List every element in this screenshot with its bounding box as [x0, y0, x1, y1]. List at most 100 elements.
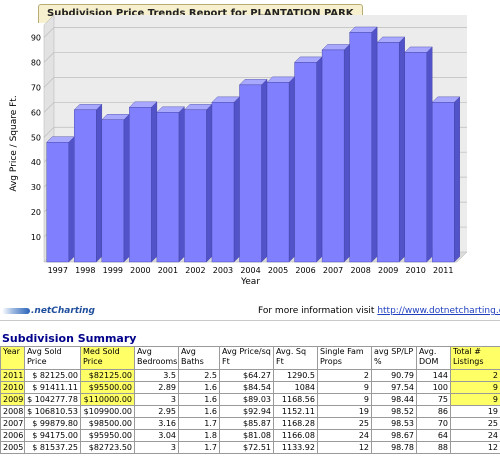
gridline-depth [43, 27, 55, 38]
bar-side [178, 106, 185, 263]
x-tick-label: 2001 [158, 266, 178, 275]
table-cell: 144 [416, 369, 451, 382]
y-tick-label: 20 [31, 208, 41, 217]
table-cell: 1290.5 [273, 369, 318, 382]
bar [321, 49, 345, 263]
table-cell: 24 [450, 429, 500, 442]
table-cell: 1084 [273, 381, 318, 394]
column-header: avg SP/LP % [371, 346, 417, 370]
table-cell: 3.16 [134, 417, 179, 430]
x-tick-label: 2005 [268, 266, 288, 275]
table-cell: 90.79 [371, 369, 417, 382]
gridline-depth [43, 127, 55, 138]
dotnetcharting-logo[interactable]: .netCharting [2, 302, 95, 320]
table-cell: $81.08 [219, 429, 274, 442]
table-cell: $72.51 [219, 441, 274, 454]
table-cell: 1168.56 [273, 393, 318, 406]
column-header: Single Fam Props [317, 346, 372, 370]
table-cell: $110000.00 [80, 393, 135, 406]
bar [432, 102, 455, 263]
gridline-depth [43, 52, 55, 63]
bar-side [426, 46, 433, 263]
table-cell: 2.95 [134, 405, 179, 418]
y-tick-label: 30 [31, 183, 41, 192]
bar-side [371, 26, 378, 263]
table-cell: 88 [416, 441, 451, 454]
table-cell: 98.67 [371, 429, 417, 442]
table-cell: 12 [317, 441, 372, 454]
table-cell: 25 [317, 417, 372, 430]
y-tick-label: 70 [31, 83, 41, 92]
table-cell: $ 82125.00 [24, 369, 81, 382]
table-cell: 2008 [0, 405, 25, 418]
table-cell: $89.03 [219, 393, 274, 406]
logo-swoosh-icon [2, 308, 30, 314]
table-cell: 3.5 [134, 369, 179, 382]
table-cell: 2.5 [178, 369, 220, 382]
bar [101, 119, 125, 263]
table-cell: 2005 [0, 441, 25, 454]
y-tick-label: 50 [31, 133, 41, 142]
column-header: Avg Baths [178, 346, 220, 370]
bar-side [288, 76, 295, 263]
table-cell: 98.53 [371, 417, 417, 430]
table-cell: $95950.00 [80, 429, 135, 442]
x-tick-label: 1998 [75, 266, 95, 275]
table-cell: $ 104277.78 [24, 393, 81, 406]
more-info-link[interactable]: http://www.dotnetcharting.com [377, 306, 500, 316]
table-cell: 98.44 [371, 393, 417, 406]
bar [74, 109, 97, 263]
table-cell: 2006 [0, 429, 25, 442]
bar-side [343, 43, 350, 263]
table-cell: 1152.11 [273, 405, 318, 418]
gridline-depth [43, 77, 55, 88]
x-tick-label: 2008 [350, 266, 370, 275]
x-tick-label: 2004 [240, 266, 260, 275]
x-tick-label: 2010 [406, 266, 426, 275]
table-cell: 2010 [0, 381, 25, 394]
table-cell: 19 [450, 405, 500, 418]
more-info-label: For more information visit [258, 306, 375, 316]
table-cell: 9 [317, 393, 372, 406]
table-cell: 3 [134, 393, 179, 406]
table-cell: 24 [317, 429, 372, 442]
table-cell: 97.54 [371, 381, 417, 394]
table-cell: 100 [416, 381, 451, 394]
table-cell: 9 [450, 381, 500, 394]
table-header-row: Year Avg Sold Price Med Sold Price Avg Bedr… [0, 346, 500, 370]
more-info: For more information visit http://www.do… [258, 302, 500, 320]
bar-side [151, 101, 158, 263]
table-cell: $95500.00 [80, 381, 135, 394]
bar-side [96, 103, 103, 263]
y-tick-label: 40 [31, 158, 41, 167]
bar [349, 32, 372, 263]
table-cell: $98500.00 [80, 417, 135, 430]
column-header: Med Sold Price [80, 346, 135, 370]
table-row: 2007 $ 99879.80 $98500.00 3.16 1.7 $85.87 1168… [0, 417, 500, 430]
y-tick-label: 80 [31, 58, 41, 67]
table-row: 2008 $ 106810.53 $109900.00 2.95 1.6 $92.94 11… [0, 405, 500, 418]
bar-side [233, 96, 240, 263]
table-cell: 3 [134, 441, 179, 454]
x-tick-label: 2007 [323, 266, 343, 275]
bar [46, 142, 69, 263]
column-header: Avg. DOM [416, 346, 451, 370]
column-header: Year [0, 346, 25, 370]
table-cell: 1.6 [178, 381, 220, 394]
table-cell: 19 [317, 405, 372, 418]
summary-heading: Subdivision Summary [2, 332, 137, 345]
table-cell: $ 91411.11 [24, 381, 81, 394]
table-cell: 1166.08 [273, 429, 318, 442]
table-cell: 12 [450, 441, 500, 454]
bar-side [316, 56, 323, 263]
table-cell: 1.6 [178, 405, 220, 418]
table-cell: 2009 [0, 393, 25, 406]
table-cell: 2011 [0, 369, 25, 382]
table-cell: 2 [317, 369, 372, 382]
column-header: Avg. Sq Ft [273, 346, 318, 370]
table-row: 2010 $ 91411.11 $95500.00 2.89 1.6 $84.54 1084… [0, 381, 500, 394]
table-cell: 2.89 [134, 381, 179, 394]
bar [156, 112, 180, 263]
table-cell: $ 94175.00 [24, 429, 81, 442]
bar [404, 52, 427, 263]
